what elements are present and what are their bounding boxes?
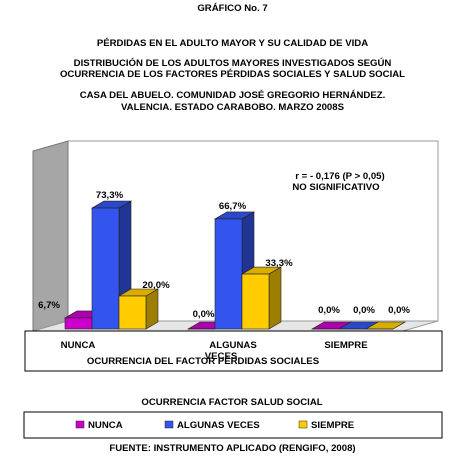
category-axis-box xyxy=(24,330,443,372)
category-label-algunas-veces: ALGUNAS VECES xyxy=(205,340,258,362)
annotation-correlation: r = - 0,176 (P > 0,05) xyxy=(295,171,384,182)
legend-title: OCURRENCIA FACTOR SALUD SOCIAL xyxy=(141,397,322,408)
figure-source: FUENTE: INSTRUMENTO APLICADO (RENGIFO, 2… xyxy=(109,443,356,454)
legend-item-nunca: NUNCA xyxy=(75,420,123,431)
legend-label-nunca: NUNCA xyxy=(88,420,123,431)
figure-title-line-5: VALENCIA. ESTADO CARABOBO. MARZO 2008S xyxy=(121,102,344,113)
annotation-significance: NO SIGNIFICATIVO xyxy=(292,182,380,193)
value-label-nunca-nunca: 6,7% xyxy=(38,300,60,311)
legend-label-algunas-veces: ALGUNAS VECES xyxy=(177,420,260,431)
legend-label-siempre: SIEMPRE xyxy=(311,420,355,431)
legend-swatch-nunca xyxy=(75,420,85,429)
bar-siempre-algunas-veces xyxy=(337,321,380,330)
value-label-siempre-nunca: 0,0% xyxy=(318,305,340,316)
legend-item-algunas-veces: ALGUNAS VECES xyxy=(164,420,260,431)
figure-title-line-2: DISTRIBUCIÓN DE LOS ADULTOS MAYORES INVE… xyxy=(73,58,392,69)
figure-number: GRÁFICO No. 7 xyxy=(197,3,268,14)
value-label-nunca-algunas-veces: 73,3% xyxy=(96,190,124,201)
legend-swatch-siempre xyxy=(298,420,308,429)
value-label-algunas-veces-siempre: 33,3% xyxy=(265,258,293,269)
value-label-siempre-siempre: 0,0% xyxy=(388,305,410,316)
category-label-nunca: NUNCA xyxy=(61,340,96,351)
legend-box xyxy=(23,411,443,439)
bar-siempre-siempre xyxy=(364,321,407,330)
value-label-siempre-algunas-veces: 0,0% xyxy=(353,305,375,316)
x-axis-label: OCURRENCIA DEL FACTOR PÉRDIDAS SOCIALES xyxy=(87,355,320,367)
legend-item-siempre: SIEMPRE xyxy=(298,420,355,431)
bar-algunas-veces-siempre xyxy=(240,266,283,330)
value-label-algunas-veces-nunca: 0,0% xyxy=(193,309,215,320)
value-label-nunca-siempre: 20,0% xyxy=(142,280,170,291)
category-label-siempre: SIEMPRE xyxy=(324,340,368,351)
legend-swatch-algunas-veces xyxy=(164,420,174,429)
bar-nunca-siempre xyxy=(117,288,160,330)
figure-title-line-1: PÉRDIDAS EN EL ADULTO MAYOR Y SU CALIDAD… xyxy=(96,38,369,49)
figure-title-line-4: CASA DEL ABUELO. COMUNIDAD JOSÉ GREGORIO… xyxy=(79,90,386,101)
figure-title-line-3: OCURRENCIA DE LOS FACTORES PÉRDIDAS SOCI… xyxy=(59,69,406,80)
value-label-algunas-veces-algunas-veces: 66,7% xyxy=(219,201,247,212)
